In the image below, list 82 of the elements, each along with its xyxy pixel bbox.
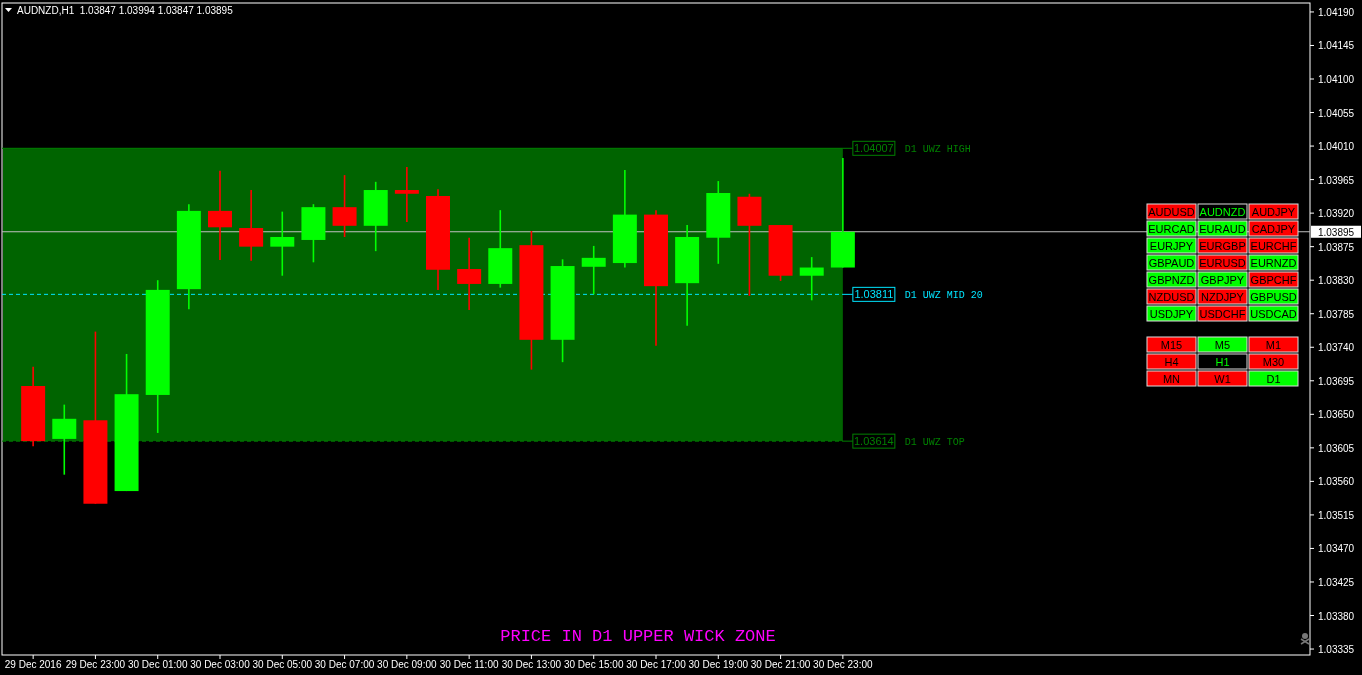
y-tick-label: 1.04010 bbox=[1318, 141, 1355, 153]
y-tick-label: 1.03965 bbox=[1318, 174, 1355, 186]
category-label: D1 bbox=[1266, 372, 1281, 385]
y-tick-label: 1.03830 bbox=[1318, 275, 1355, 287]
category-label: AUDUSD bbox=[1148, 205, 1195, 218]
ref-line-label: D1 UWZ TOP bbox=[904, 437, 965, 449]
category-label: MN bbox=[1162, 372, 1181, 385]
y-tick-label: 1.03380 bbox=[1318, 610, 1355, 622]
category-label: M5 bbox=[1214, 338, 1231, 351]
category-label: NZDUSD bbox=[1148, 290, 1195, 303]
category-label: USDCHF bbox=[1199, 307, 1246, 320]
ref-line-label: 1.03895 bbox=[1317, 226, 1355, 238]
y-tick-label: 1.03605 bbox=[1318, 442, 1355, 454]
category-label: W1 bbox=[1214, 372, 1231, 385]
y-tick-label: 1.04190 bbox=[1318, 6, 1355, 18]
x-tick-label: 30 Dec 13:00 bbox=[501, 659, 562, 670]
x-tick-label: 30 Dec 15:00 bbox=[563, 659, 624, 670]
annotation: 1.03614 bbox=[853, 435, 894, 448]
category-label: EURAUD bbox=[1199, 222, 1246, 235]
ref-line-label: D1 UWZ HIGH bbox=[904, 144, 971, 156]
candlestick bbox=[270, 210, 295, 277]
category-label: EURGBP bbox=[1199, 239, 1246, 252]
y-tick-label: 1.03875 bbox=[1318, 241, 1355, 253]
y-tick-label: 1.03425 bbox=[1318, 576, 1355, 588]
x-tick-label: 30 Dec 17:00 bbox=[626, 659, 687, 670]
x-tick-label: 30 Dec 01:00 bbox=[127, 659, 188, 670]
y-tick-label: 1.03785 bbox=[1318, 308, 1355, 320]
candlestick bbox=[52, 403, 77, 476]
category-label: GBPCHF bbox=[1250, 273, 1297, 286]
x-tick-label: 30 Dec 21:00 bbox=[750, 659, 811, 670]
y-tick-label: 1.03695 bbox=[1318, 375, 1355, 387]
candlestick bbox=[394, 166, 419, 223]
category-label: AUDNZD bbox=[1199, 205, 1246, 218]
ref-line-label: D1 UWZ MID 20 bbox=[904, 290, 983, 302]
category-label: M15 bbox=[1160, 338, 1183, 351]
category-label: H1 bbox=[1215, 355, 1230, 368]
annotation: 1.04007 bbox=[853, 142, 894, 155]
category-label: EURCHF bbox=[1250, 239, 1297, 252]
category-label: H4 bbox=[1164, 355, 1179, 368]
x-tick-label: 30 Dec 07:00 bbox=[314, 659, 375, 670]
candlestick bbox=[332, 174, 357, 238]
x-tick-label: 30 Dec 11:00 bbox=[439, 659, 499, 670]
candlestick bbox=[457, 236, 482, 311]
x-tick-label: 30 Dec 03:00 bbox=[190, 659, 251, 670]
category-label: EURJPY bbox=[1149, 239, 1194, 252]
x-tick-label: 30 Dec 09:00 bbox=[377, 659, 438, 670]
y-tick-label: 1.03335 bbox=[1318, 644, 1355, 656]
x-tick-label: 30 Dec 23:00 bbox=[813, 659, 874, 670]
y-tick-label: 1.04100 bbox=[1318, 74, 1355, 85]
y-tick-label: 1.03920 bbox=[1318, 208, 1355, 220]
category-label: USDCAD bbox=[1250, 307, 1297, 320]
category-label: GBPJPY bbox=[1200, 273, 1245, 286]
category-label: EURCAD bbox=[1148, 222, 1195, 235]
category-label: GBPNZD bbox=[1148, 273, 1195, 286]
category-label: USDJPY bbox=[1149, 307, 1194, 320]
x-tick-label: 29 Dec 2016 bbox=[4, 659, 62, 670]
category-label: NZDJPY bbox=[1201, 290, 1245, 303]
category-label: GBPUSD bbox=[1250, 290, 1297, 303]
y-tick-label: 1.03650 bbox=[1318, 409, 1355, 421]
candlestick bbox=[208, 169, 232, 261]
category-label: GBPAUD bbox=[1148, 256, 1195, 269]
y-tick-label: 1.03470 bbox=[1318, 543, 1355, 555]
candlestick bbox=[799, 256, 824, 302]
category-label: M1 bbox=[1265, 338, 1282, 351]
annotation: 1.03811 bbox=[854, 288, 894, 301]
y-tick-label: 1.03740 bbox=[1318, 342, 1355, 354]
annotation: PRICE IN D1 UPPER WICK ZONE bbox=[500, 627, 776, 646]
category-label: AUDJPY bbox=[1251, 205, 1296, 218]
y-tick-label: 1.03515 bbox=[1318, 509, 1355, 521]
y-tick-label: 1.04055 bbox=[1318, 107, 1355, 119]
category-label: CADJPY bbox=[1251, 222, 1296, 235]
y-tick-label: 1.03560 bbox=[1318, 476, 1355, 488]
category-label: EURNZD bbox=[1250, 256, 1297, 269]
x-tick-label: 29 Dec 23:00 bbox=[65, 659, 126, 670]
category-label: M30 bbox=[1262, 355, 1285, 368]
chart-title: AUDNZD,H1 1.03847 1.03994 1.03847 1.03895 bbox=[17, 5, 234, 16]
x-tick-label: 30 Dec 05:00 bbox=[252, 659, 313, 670]
candlestick bbox=[239, 189, 264, 262]
x-tick-label: 30 Dec 19:00 bbox=[688, 659, 749, 670]
category-label: EURUSD bbox=[1199, 256, 1246, 269]
candlestick bbox=[581, 245, 606, 296]
y-tick-label: 1.04145 bbox=[1318, 40, 1355, 52]
